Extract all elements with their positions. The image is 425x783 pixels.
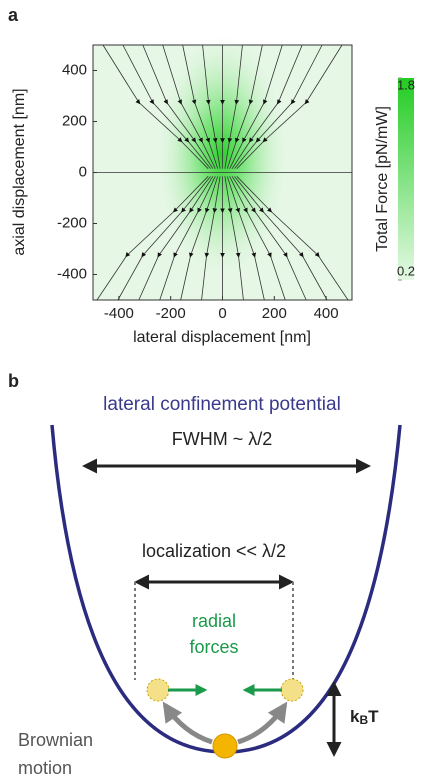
streamline (224, 44, 243, 169)
panel-label: b (8, 371, 19, 391)
streamline (236, 176, 349, 301)
particle-ghost (280, 678, 304, 702)
fwhm-label: FWHM ~ λ/2 (172, 429, 273, 449)
motion-arrow (162, 701, 213, 745)
streamline (182, 44, 219, 169)
x-tick-label: -400 (104, 305, 134, 322)
y-tick-label: 0 (79, 163, 87, 180)
force-field (157, 35, 287, 275)
colorbar-tick-label: 1.8 (397, 77, 415, 92)
energy-k: k (350, 707, 360, 726)
x-tick-label: -200 (156, 305, 186, 322)
streamline (180, 176, 219, 301)
colorbar (398, 78, 414, 280)
colorbar-title: Total Force [pN/mW] (374, 106, 391, 252)
streamline (162, 44, 216, 169)
motion-arrow (237, 701, 288, 745)
y-tick-label: -400 (57, 265, 87, 282)
streamline (159, 176, 216, 301)
streamline (201, 176, 221, 301)
energy-t: T (368, 707, 379, 726)
streamline (224, 176, 244, 301)
streamline (202, 44, 221, 169)
y-tick-label: 200 (62, 112, 87, 129)
x-tick-label: 400 (314, 305, 339, 322)
potential-curve (50, 424, 402, 754)
localization-label: localization << λ/2 (142, 541, 286, 561)
colorbar-tick-label: 0.2 (397, 263, 415, 278)
x-tick-label: 0 (218, 305, 226, 322)
energy-label: kBT (350, 707, 379, 727)
force-map (92, 35, 353, 301)
streamline (236, 44, 343, 169)
y-tick-label: 400 (62, 61, 87, 78)
particle (212, 733, 238, 759)
diagram-title: lateral confinement potential (103, 394, 341, 415)
x-tick-label: 200 (262, 305, 287, 322)
energy-sub: B (359, 713, 368, 727)
forces-label: radial (192, 611, 236, 631)
brownian-label: motion (18, 758, 72, 778)
particle-ghost (146, 678, 170, 702)
panel-label: a (8, 5, 19, 25)
forces-label: forces (189, 637, 238, 657)
y-tick-label: -200 (57, 214, 87, 231)
brownian-label: Brownian (18, 730, 93, 750)
x-axis-title: lateral displacement [nm] (133, 329, 311, 346)
y-axis-title: axial displacement [nm] (11, 88, 28, 255)
